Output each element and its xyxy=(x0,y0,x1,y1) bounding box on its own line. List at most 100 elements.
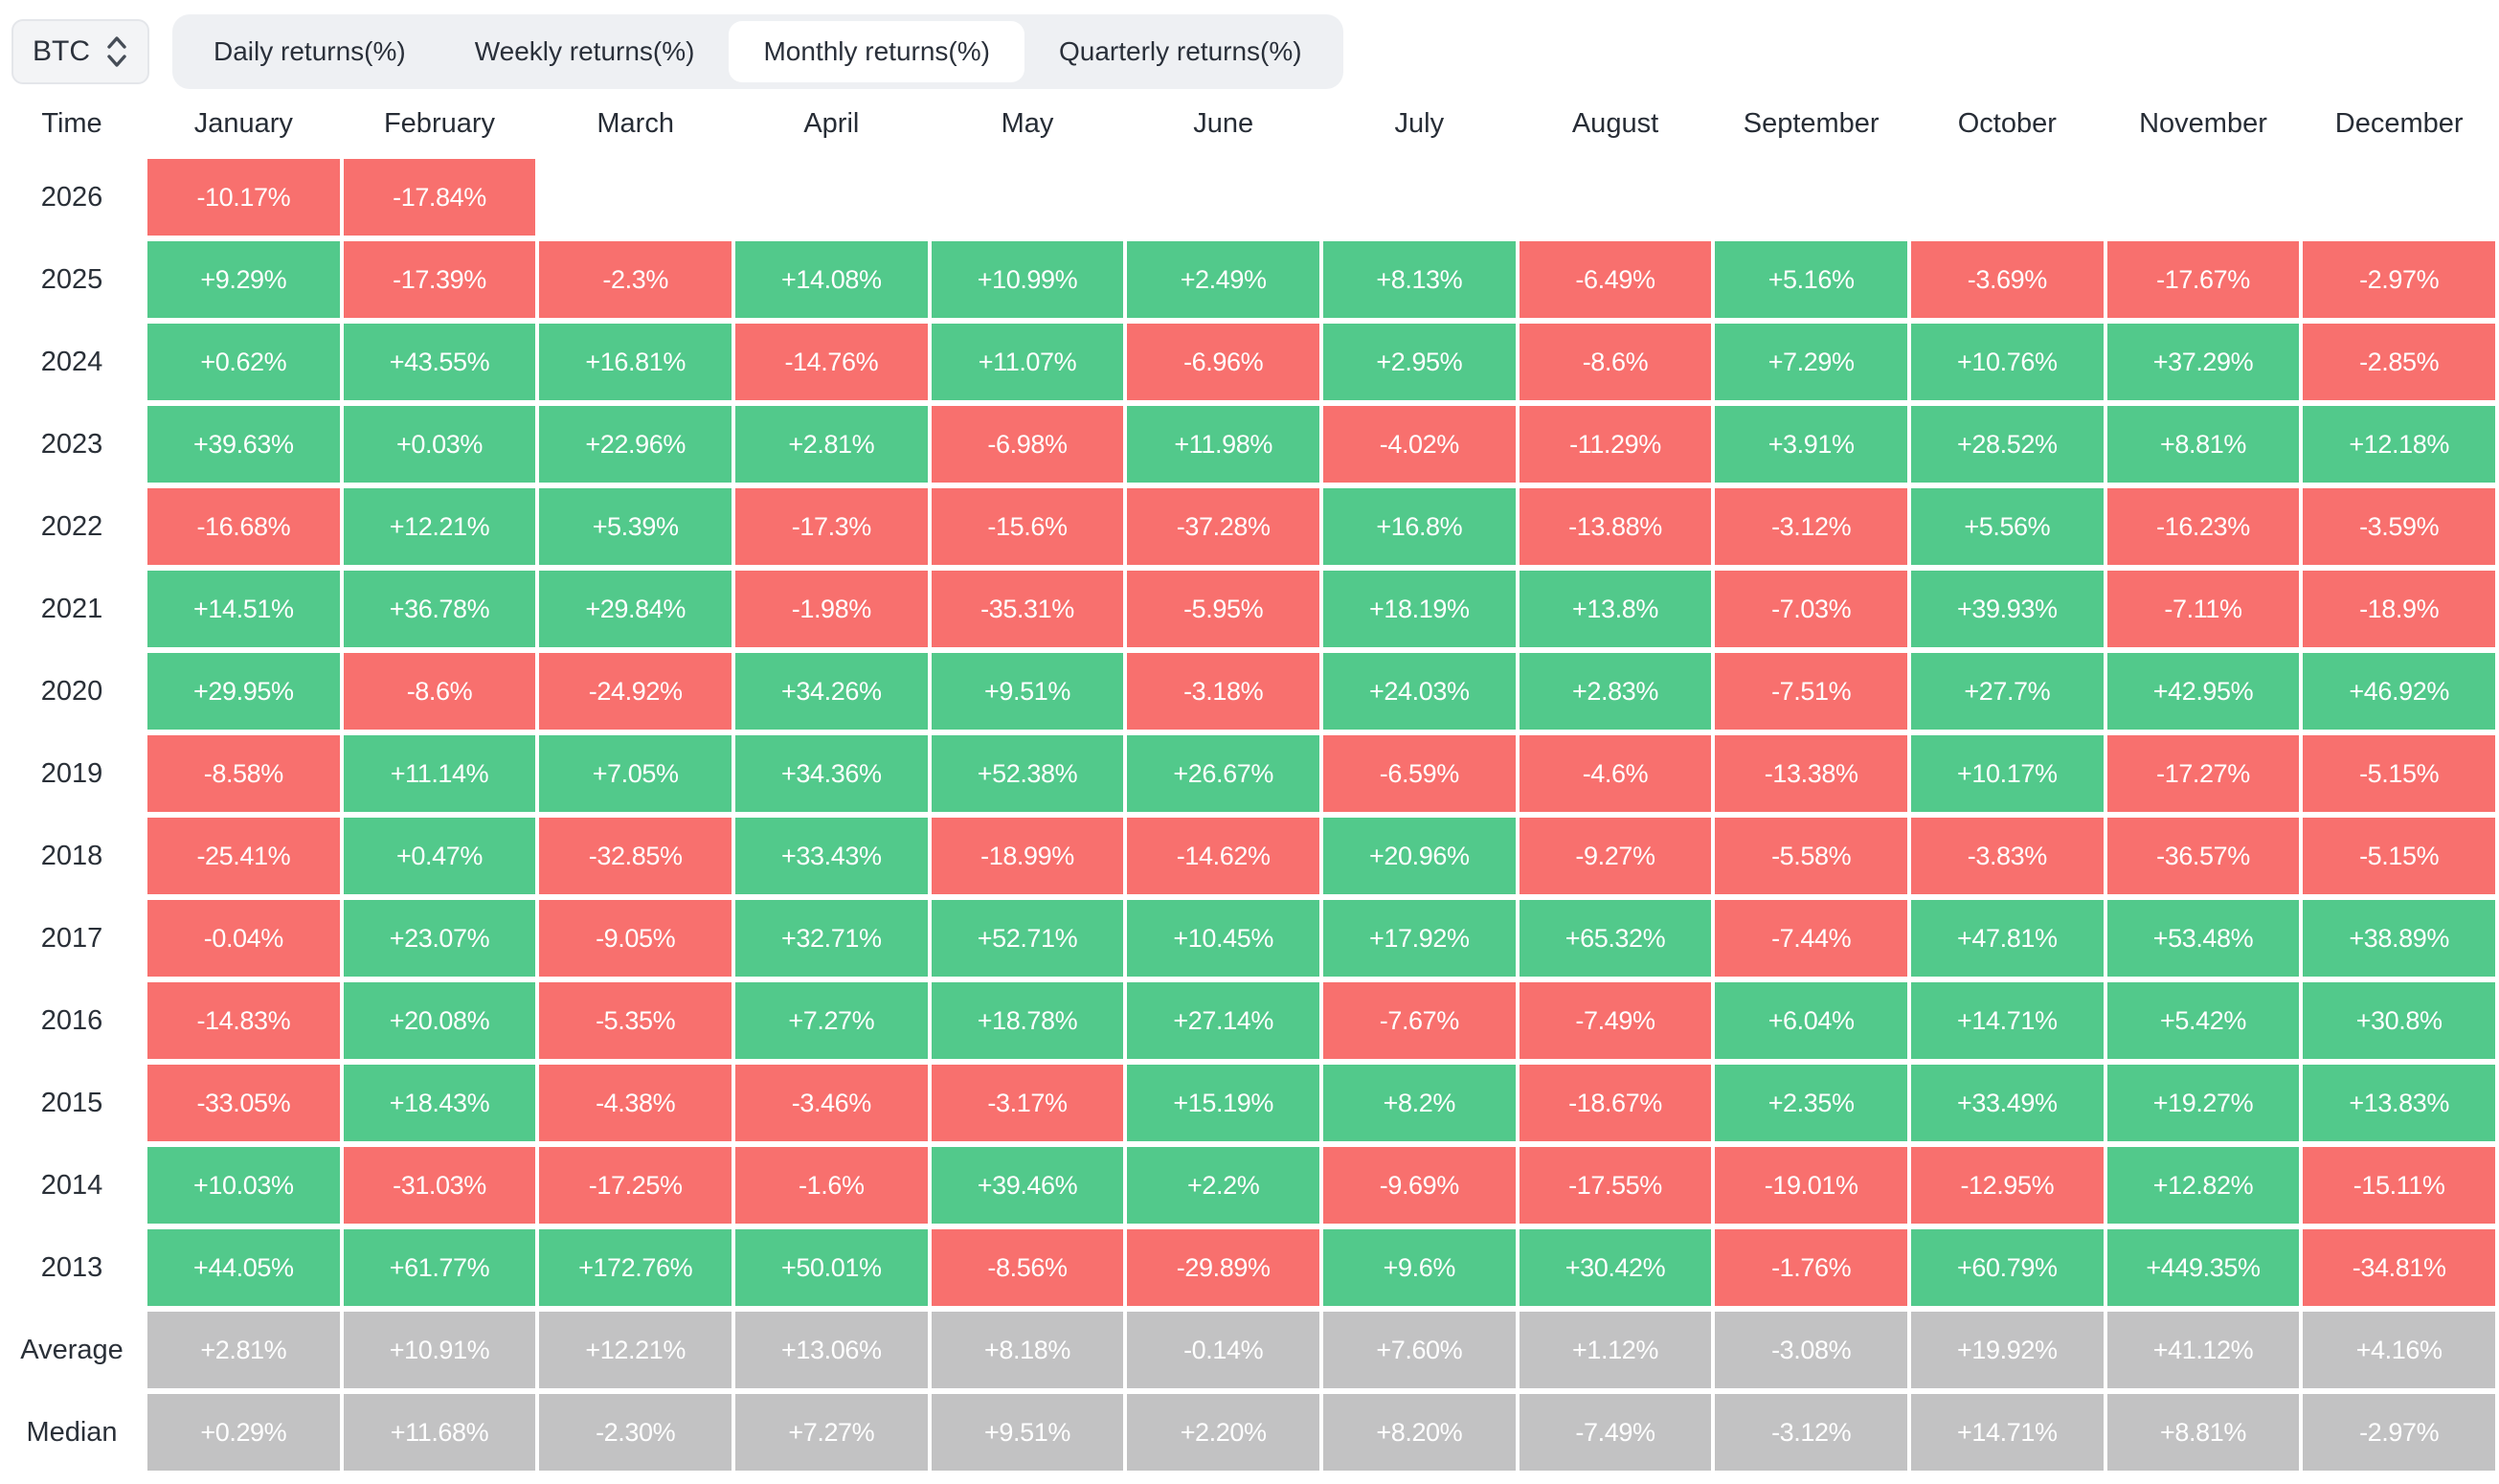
return-cell: -17.55% xyxy=(1519,1147,1712,1224)
return-cell xyxy=(1520,159,1712,236)
return-cell: +449.35% xyxy=(2106,1229,2300,1306)
return-cell: +5.16% xyxy=(1715,241,1907,318)
return-cell: +8.81% xyxy=(2106,406,2300,483)
return-cell: -11.29% xyxy=(1519,406,1712,483)
return-cell: +1.12% xyxy=(1519,1312,1712,1388)
return-cell: +5.42% xyxy=(2106,982,2300,1059)
row-label-2013: 2013 xyxy=(40,1251,103,1283)
return-cell: +36.78% xyxy=(343,571,536,647)
tab-monthly-returns[interactable]: Monthly returns(%) xyxy=(729,21,1024,82)
return-cell: -1.76% xyxy=(1715,1229,1907,1306)
return-cell: +8.20% xyxy=(1323,1394,1516,1471)
return-cell: -6.96% xyxy=(1127,324,1319,400)
return-cell xyxy=(1127,159,1319,236)
return-cell: +13.83% xyxy=(2303,1065,2495,1141)
symbol-selector[interactable]: BTC xyxy=(11,19,149,84)
return-cell: -13.88% xyxy=(1519,488,1712,565)
return-cell: -7.67% xyxy=(1323,982,1516,1059)
return-cell: -3.12% xyxy=(1715,488,1907,565)
return-cell: +0.47% xyxy=(343,818,536,894)
return-cell: -1.6% xyxy=(735,1147,928,1224)
return-cell: +10.76% xyxy=(1911,324,2104,400)
return-cell: +7.29% xyxy=(1715,324,1907,400)
column-header-december: December xyxy=(2334,107,2464,139)
return-cell: +16.8% xyxy=(1323,488,1516,565)
return-cell xyxy=(1715,159,1907,236)
return-cell: +19.92% xyxy=(1911,1312,2104,1388)
symbol-label: BTC xyxy=(33,35,90,67)
return-cell: +172.76% xyxy=(539,1229,732,1306)
return-cell: -18.9% xyxy=(2303,571,2495,647)
return-cell: -6.98% xyxy=(931,406,1124,483)
return-cell: -3.12% xyxy=(1715,1394,1907,1471)
return-cell: -2.3% xyxy=(539,241,732,318)
return-cell: -6.59% xyxy=(1323,735,1516,812)
return-cell: -3.08% xyxy=(1715,1312,1907,1388)
return-cell: -5.35% xyxy=(539,982,732,1059)
row-label-median: Median xyxy=(26,1416,118,1448)
return-cell: +42.95% xyxy=(2106,653,2300,730)
return-cell: -14.76% xyxy=(735,324,928,400)
tab-quarterly-returns[interactable]: Quarterly returns(%) xyxy=(1058,36,1302,66)
return-cell: -8.6% xyxy=(1519,324,1712,400)
time-column-header: Time xyxy=(41,107,102,139)
return-cell: +14.71% xyxy=(1911,1394,2104,1471)
return-cell: +14.51% xyxy=(147,571,340,647)
return-cell: +53.48% xyxy=(2106,900,2300,977)
return-cell: -5.15% xyxy=(2303,818,2495,894)
column-header-june: June xyxy=(1193,107,1254,139)
return-cell: +13.06% xyxy=(735,1312,928,1388)
return-cell: -17.25% xyxy=(539,1147,732,1224)
return-cell: -3.17% xyxy=(931,1065,1124,1141)
return-cell: +0.29% xyxy=(147,1394,340,1471)
return-cell: +33.49% xyxy=(1911,1065,2104,1141)
return-cell: +24.03% xyxy=(1323,653,1516,730)
return-cell: -3.83% xyxy=(1911,818,2104,894)
return-cell: +8.2% xyxy=(1323,1065,1516,1141)
return-cell: +12.18% xyxy=(2303,406,2495,483)
return-cell: +27.14% xyxy=(1127,982,1319,1059)
return-cell: -3.18% xyxy=(1127,653,1319,730)
return-cell: +27.7% xyxy=(1911,653,2104,730)
row-label-2021: 2021 xyxy=(40,593,103,624)
return-cell: +10.03% xyxy=(147,1147,340,1224)
return-cell: +52.71% xyxy=(931,900,1124,977)
return-cell: +3.91% xyxy=(1715,406,1907,483)
returns-period-tabs: Daily returns(%) Weekly returns(%) Monthly… xyxy=(172,14,1343,89)
return-cell: +10.99% xyxy=(931,241,1124,318)
tab-daily-returns[interactable]: Daily returns(%) xyxy=(214,36,406,66)
return-cell: -15.11% xyxy=(2303,1147,2495,1224)
return-cell: +39.63% xyxy=(147,406,340,483)
tab-weekly-returns[interactable]: Weekly returns(%) xyxy=(474,36,695,66)
monthly-returns-table: Time January February March April May June July… xyxy=(0,94,2495,1471)
row-label-2025: 2025 xyxy=(40,263,103,295)
return-cell: -25.41% xyxy=(147,818,340,894)
return-cell xyxy=(2107,159,2300,236)
return-cell: +2.2% xyxy=(1127,1147,1319,1224)
return-cell: +50.01% xyxy=(735,1229,928,1306)
return-cell: +18.43% xyxy=(343,1065,536,1141)
return-cell: -17.39% xyxy=(343,241,536,318)
return-cell: +38.89% xyxy=(2303,900,2495,977)
return-cell: +10.45% xyxy=(1127,900,1319,977)
return-cell: -5.95% xyxy=(1127,571,1319,647)
return-cell: -31.03% xyxy=(343,1147,536,1224)
return-cell xyxy=(539,159,732,236)
return-cell: +7.60% xyxy=(1323,1312,1516,1388)
return-cell xyxy=(932,159,1124,236)
return-cell xyxy=(1323,159,1516,236)
return-cell: +13.8% xyxy=(1519,571,1712,647)
return-cell: -8.56% xyxy=(931,1229,1124,1306)
return-cell: -10.17% xyxy=(147,159,340,236)
return-cell: -7.11% xyxy=(2106,571,2300,647)
return-cell: -9.69% xyxy=(1323,1147,1516,1224)
row-label-average: Average xyxy=(20,1334,124,1365)
row-label-2016: 2016 xyxy=(40,1004,103,1036)
return-cell: +4.16% xyxy=(2303,1312,2495,1388)
return-cell: -17.84% xyxy=(343,159,536,236)
return-cell: +60.79% xyxy=(1911,1229,2104,1306)
row-label-2026: 2026 xyxy=(40,181,103,213)
toolbar: BTC Daily returns(%) Weekly returns(%) Mon… xyxy=(0,0,2499,92)
return-cell: +65.32% xyxy=(1519,900,1712,977)
return-cell: +16.81% xyxy=(539,324,732,400)
